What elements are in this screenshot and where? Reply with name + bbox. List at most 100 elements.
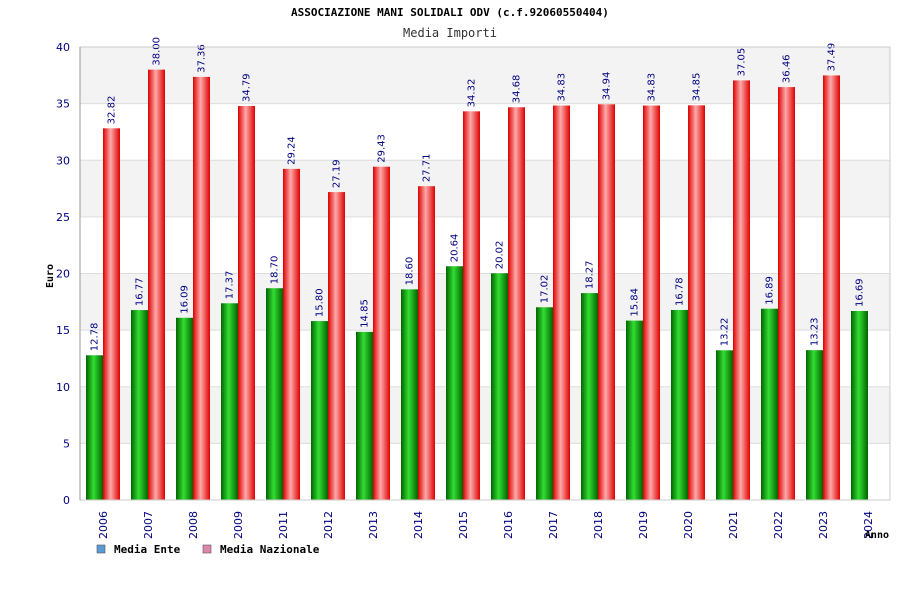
bar-media-ente <box>536 307 553 500</box>
bar-media-ente <box>806 350 823 500</box>
data-label: 27.71 <box>422 154 433 183</box>
data-label: 16.89 <box>765 276 776 305</box>
x-tick-label: 2022 <box>772 511 785 539</box>
data-label: 15.80 <box>315 288 326 317</box>
data-label: 18.70 <box>270 256 281 285</box>
bar-media-ente <box>446 266 463 500</box>
x-tick-label: 2006 <box>97 511 110 539</box>
data-label: 20.02 <box>495 241 506 270</box>
bar-media-ente <box>221 303 238 500</box>
legend-swatch <box>202 544 212 554</box>
data-label: 16.69 <box>855 278 866 307</box>
legend-label: Media Ente <box>114 543 181 556</box>
data-label: 34.68 <box>512 75 523 104</box>
bar-media-ente <box>716 350 733 500</box>
bar-media-nazionale <box>283 168 300 500</box>
y-tick-label: 0 <box>63 494 70 507</box>
bar-media-ente <box>401 289 418 500</box>
bar-media-nazionale <box>778 87 795 500</box>
data-label: 37.49 <box>827 43 838 72</box>
grid-bands <box>80 46 890 501</box>
data-label: 29.24 <box>287 136 298 165</box>
data-label: 16.09 <box>180 285 191 314</box>
data-label: 34.32 <box>467 79 478 108</box>
data-label: 34.83 <box>557 73 568 102</box>
x-tick-label: 2008 <box>187 511 200 539</box>
bar-media-ente <box>581 293 598 500</box>
data-label: 36.46 <box>782 54 793 83</box>
grid-band <box>80 273 890 331</box>
grid-band <box>80 443 890 500</box>
bar-media-ente <box>761 308 778 500</box>
y-axis-label: Euro <box>45 264 56 288</box>
x-tick-label: 2013 <box>367 511 380 539</box>
x-tick-label: 2020 <box>682 511 695 539</box>
x-tick-label: 2009 <box>232 511 245 539</box>
bar-media-ente <box>176 317 193 500</box>
y-tick-label: 15 <box>56 324 70 337</box>
data-label: 16.77 <box>135 277 146 306</box>
legend-label: Media Nazionale <box>220 543 320 556</box>
data-label: 17.02 <box>540 275 551 304</box>
bar-media-nazionale <box>148 69 165 501</box>
data-label: 12.78 <box>90 323 101 352</box>
data-label: 37.05 <box>737 48 748 77</box>
bar-media-nazionale <box>598 104 615 500</box>
x-tick-label: 2012 <box>322 511 335 539</box>
x-tick-label: 2017 <box>547 511 560 539</box>
data-label: 34.79 <box>242 73 253 102</box>
grid-band <box>80 160 890 217</box>
data-label: 15.84 <box>630 288 641 317</box>
x-tick-label: 2024 <box>862 511 875 539</box>
bar-media-nazionale <box>643 105 660 501</box>
y-tick-label: 35 <box>56 98 70 111</box>
bar-media-nazionale <box>688 105 705 500</box>
bar-media-ente <box>311 321 328 500</box>
data-label: 29.43 <box>377 134 388 163</box>
data-label: 32.82 <box>107 96 118 125</box>
x-tick-label: 2018 <box>592 511 605 539</box>
legend-swatch <box>96 544 106 554</box>
data-label: 34.94 <box>602 72 613 101</box>
data-label: 14.85 <box>360 299 371 328</box>
grid-band <box>80 47 890 104</box>
data-label: 13.23 <box>810 318 821 347</box>
bar-media-ente <box>266 288 283 500</box>
x-axis-label: Anno <box>865 530 889 541</box>
bar-media-nazionale <box>328 192 345 501</box>
bars-layer: 12.78 32.82 16.77 38.00 16.09 37.36 17.37 34.79… <box>86 37 868 501</box>
bar-media-nazionale <box>373 166 390 500</box>
data-label: 34.83 <box>647 73 658 102</box>
x-tick-label: 2011 <box>277 511 290 539</box>
chart-title: ASSOCIAZIONE MANI SOLIDALI ODV (c.f.9206… <box>291 6 609 19</box>
x-tick-label: 2016 <box>502 511 515 539</box>
x-tick-label: 2023 <box>817 511 830 539</box>
grid-band <box>80 330 890 387</box>
bar-media-nazionale <box>238 106 255 501</box>
bar-media-ente <box>671 309 688 500</box>
bar-media-ente <box>86 355 103 500</box>
bar-media-ente <box>356 331 373 500</box>
bar-media-nazionale <box>103 128 120 500</box>
data-label: 18.60 <box>405 257 416 286</box>
bar-media-ente <box>491 273 508 500</box>
bar-media-nazionale <box>508 107 525 501</box>
grid-band <box>80 103 890 161</box>
y-tick-label: 30 <box>56 154 70 167</box>
axes-layer: 0 5 10 15 20 25 30 35 40 2006 2007 2008 2009 2011 2012… <box>56 41 891 539</box>
bar-media-ente <box>626 320 643 500</box>
data-label: 27.19 <box>332 159 343 188</box>
data-label: 37.36 <box>197 44 208 73</box>
y-tick-label: 10 <box>56 381 70 394</box>
legend: Media Ente Media Nazionale <box>96 543 320 556</box>
bar-media-ente <box>131 310 148 500</box>
chart-subtitle: Media Importi <box>403 26 497 40</box>
data-label: 38.00 <box>152 37 163 66</box>
x-tick-label: 2019 <box>637 511 650 539</box>
y-tick-label: 20 <box>56 268 70 281</box>
data-label: 17.37 <box>225 271 236 300</box>
y-tick-label: 5 <box>63 437 70 450</box>
data-label: 18.27 <box>585 260 596 289</box>
data-label: 13.22 <box>720 318 731 347</box>
